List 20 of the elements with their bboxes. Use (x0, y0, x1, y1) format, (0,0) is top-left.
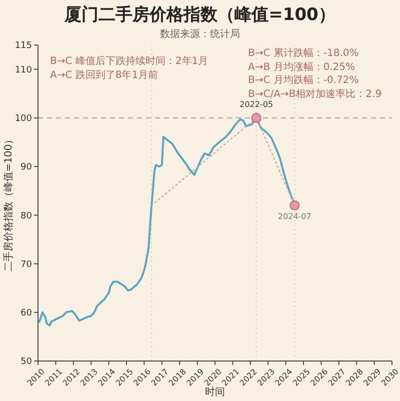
x-axis-title: 时间 (204, 387, 226, 398)
y-tick-label: 115 (14, 41, 32, 52)
chart-title: 厦门二手房价格指数（峰值=100） (63, 5, 336, 25)
annotation: B→C 峰值后下跌持续时间：2年1月 (50, 56, 208, 67)
y-tick-label: 110 (14, 66, 32, 76)
annotation: B→C 累计跌幅：-18.0% (248, 48, 359, 59)
y-tick-label: 70 (20, 260, 32, 270)
annotation: B→C 月均跌幅：-0.72% (248, 75, 359, 86)
y-tick-label: 80 (20, 211, 32, 222)
y-tick-label: 60 (20, 308, 32, 319)
annotation: 2024-07 (278, 212, 312, 222)
y-tick-label: 50 (20, 357, 32, 368)
annotation: B→C/A→B相对加速率比：2.9 (248, 88, 382, 100)
y-tick-label: 100 (14, 114, 32, 124)
annotation: A→C 跌回到了8年1月前 (50, 70, 158, 81)
annotation: 2022-05 (240, 100, 274, 110)
y-axis-title: 二手房价格指数（峰值=100） (4, 134, 14, 272)
y-tick-label: 90 (20, 162, 32, 173)
chart-subtitle: 数据来源：统计局 (159, 29, 241, 40)
annotation: A→B 月均涨幅：0.25% (248, 62, 356, 72)
